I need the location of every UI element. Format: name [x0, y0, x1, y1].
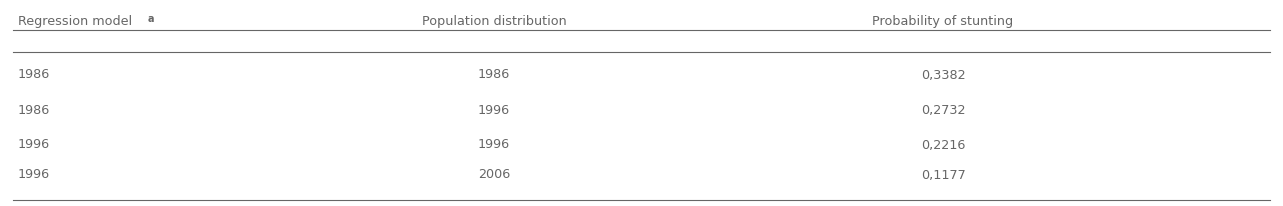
Text: Regression model: Regression model: [18, 15, 132, 28]
Text: Probability of stunting: Probability of stunting: [872, 15, 1014, 28]
Text: 0,2732: 0,2732: [921, 103, 965, 117]
Text: 0,1177: 0,1177: [921, 169, 965, 181]
Text: 1986: 1986: [18, 103, 50, 117]
Text: 1996: 1996: [477, 103, 511, 117]
Text: 1996: 1996: [18, 169, 50, 181]
Text: 1996: 1996: [18, 138, 50, 151]
Text: 2006: 2006: [477, 169, 511, 181]
Text: 0,3382: 0,3382: [921, 69, 965, 82]
Text: 1996: 1996: [477, 138, 511, 151]
Text: 0,2216: 0,2216: [921, 138, 965, 151]
Text: Population distribution: Population distribution: [422, 15, 566, 28]
Text: a: a: [148, 14, 154, 24]
Text: 1986: 1986: [18, 69, 50, 82]
Text: 1986: 1986: [477, 69, 511, 82]
